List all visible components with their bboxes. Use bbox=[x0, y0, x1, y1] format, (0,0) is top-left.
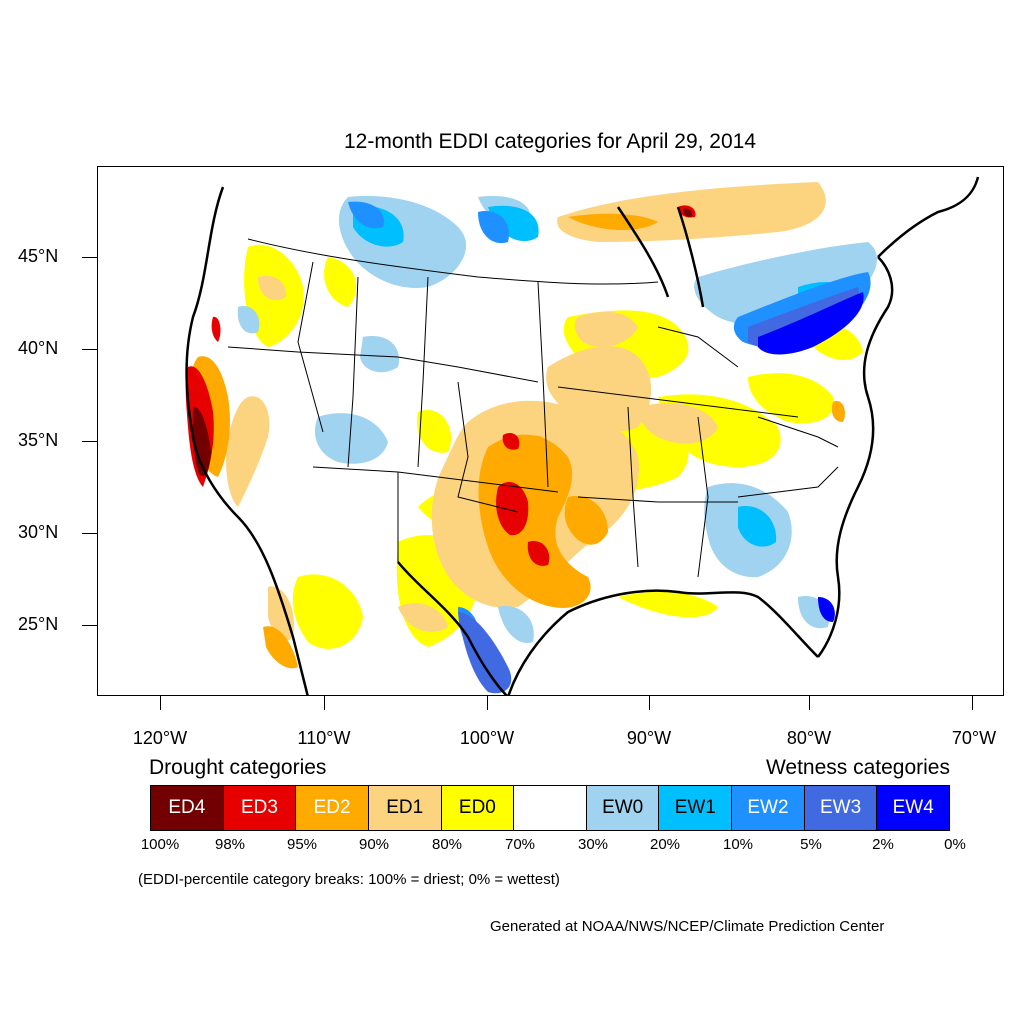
legend-ed0: ED0 bbox=[441, 786, 515, 830]
lat-tick bbox=[82, 533, 97, 534]
lon-label-90w: 90°W bbox=[626, 728, 672, 748]
legend-ed2: ED2 bbox=[296, 786, 369, 830]
boundaries bbox=[227, 238, 839, 578]
map-graphic bbox=[185, 176, 980, 695]
break-label: 0% bbox=[944, 836, 966, 853]
lat-tick bbox=[82, 257, 97, 258]
break-label: 10% bbox=[722, 836, 754, 853]
break-label: 5% bbox=[800, 836, 822, 853]
legend-ew2: EW2 bbox=[732, 786, 805, 830]
lat-label-30: 30°N bbox=[18, 522, 59, 542]
ed3-regions bbox=[185, 205, 696, 566]
break-label: 20% bbox=[649, 836, 681, 853]
break-label: 30% bbox=[577, 836, 609, 853]
drought-categories-heading: Drought categories bbox=[149, 756, 327, 779]
lat-label-25: 25°N bbox=[18, 614, 59, 634]
break-label: 2% bbox=[872, 836, 894, 853]
lon-label-110w: 110°W bbox=[297, 728, 351, 748]
map-title: 12-month EDDI categories for April 29, 2… bbox=[343, 130, 757, 153]
lon-tick bbox=[809, 696, 810, 710]
lat-tick bbox=[82, 349, 97, 350]
lat-tick bbox=[82, 441, 97, 442]
break-label: 95% bbox=[286, 836, 318, 853]
lon-tick bbox=[324, 696, 325, 710]
ew4-regions bbox=[758, 292, 864, 622]
eddi-map bbox=[97, 166, 1004, 696]
legend-neutral bbox=[514, 786, 587, 830]
lat-label-35: 35°N bbox=[18, 430, 59, 450]
break-label: 98% bbox=[214, 836, 246, 853]
lat-label-40: 40°N bbox=[18, 338, 59, 358]
lon-label-100w: 100°W bbox=[459, 728, 515, 748]
lon-label-120w: 120°W bbox=[132, 728, 188, 748]
coastline bbox=[185, 176, 980, 695]
legend-ed1: ED1 bbox=[368, 786, 442, 830]
category-legend: ED4 ED3 ED2 ED1 ED0 EW0 EW1 EW2 EW3 EW4 bbox=[150, 785, 950, 831]
lon-tick bbox=[487, 696, 488, 710]
lon-tick bbox=[160, 696, 161, 710]
ed4-regions bbox=[192, 208, 693, 476]
break-label: 70% bbox=[504, 836, 536, 853]
break-label: 80% bbox=[431, 836, 463, 853]
breaks-note: (EDDI-percentile category breaks: 100% =… bbox=[138, 871, 560, 888]
lon-label-80w: 80°W bbox=[786, 728, 832, 748]
break-label: 100% bbox=[140, 836, 180, 853]
credit-line: Generated at NOAA/NWS/NCEP/Climate Predi… bbox=[490, 918, 885, 935]
lat-label-45: 45°N bbox=[18, 246, 59, 266]
legend-ew0: EW0 bbox=[586, 786, 660, 830]
lon-tick bbox=[649, 696, 650, 710]
wetness-categories-heading: Wetness categories bbox=[765, 756, 950, 779]
break-label: 90% bbox=[358, 836, 390, 853]
lon-label-70w: 70°W bbox=[951, 728, 997, 748]
legend-ew3: EW3 bbox=[804, 786, 878, 830]
lat-tick bbox=[82, 625, 97, 626]
lon-tick bbox=[972, 696, 973, 710]
legend-ew4: EW4 bbox=[877, 786, 950, 830]
legend-ew1: EW1 bbox=[659, 786, 733, 830]
legend-ed4: ED4 bbox=[151, 786, 224, 830]
legend-ed3: ED3 bbox=[223, 786, 297, 830]
